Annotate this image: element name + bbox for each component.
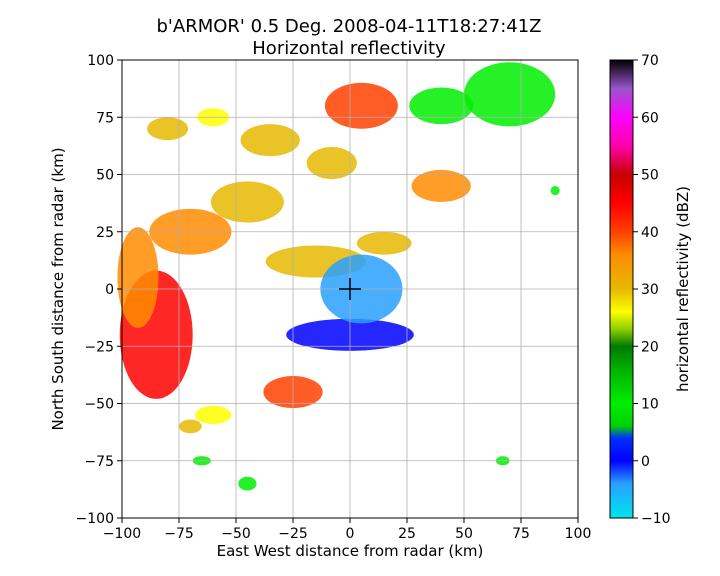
echo-cell-7 bbox=[411, 169, 471, 202]
echo-cell-20 bbox=[238, 476, 257, 491]
y-tick-label: −75 bbox=[84, 454, 114, 470]
echo-cell-15 bbox=[464, 62, 556, 127]
colorbar-label: horizontal reflectivity (dBZ) bbox=[674, 186, 692, 392]
colorbar-tick-label: 60 bbox=[641, 110, 659, 126]
plot-area bbox=[117, 59, 579, 519]
echo-cell-5 bbox=[324, 82, 398, 129]
y-tick-label: −100 bbox=[76, 511, 114, 527]
y-tick-label: 75 bbox=[96, 110, 114, 126]
x-tick-label: 25 bbox=[398, 526, 416, 542]
x-axis-ticks: −100 −75 −50 −25 0 25 50 75 100 bbox=[103, 518, 592, 542]
chart-subtitle: Horizontal reflectivity bbox=[252, 38, 446, 59]
colorbar-ticks: 70 60 50 40 30 20 10 0 −10 bbox=[633, 53, 671, 527]
echo-cell-9 bbox=[356, 231, 412, 255]
x-tick-label: −100 bbox=[103, 526, 141, 542]
colorbar-gradient bbox=[609, 59, 634, 519]
chart-title: b'ARMOR' 0.5 Deg. 2008-04-11T18:27:41Z bbox=[157, 16, 542, 37]
x-tick-label: 100 bbox=[565, 526, 592, 542]
y-tick-label: 25 bbox=[96, 225, 114, 241]
y-axis-label: North South distance from radar (km) bbox=[49, 147, 67, 430]
echo-cell-11 bbox=[147, 117, 189, 141]
colorbar-tick-label: 40 bbox=[641, 225, 659, 241]
y-tick-label: −50 bbox=[84, 397, 114, 413]
y-tick-label: −25 bbox=[84, 339, 114, 355]
y-tick-label: 0 bbox=[105, 282, 114, 298]
echo-cell-22 bbox=[550, 185, 560, 196]
x-tick-label: 0 bbox=[346, 526, 355, 542]
colorbar-tick-label: 30 bbox=[641, 282, 659, 298]
colorbar: 70 60 50 40 30 20 10 0 −10 horizontal reflectivi… bbox=[609, 53, 692, 527]
colorbar-tick-label: 10 bbox=[641, 397, 659, 413]
echo-cell-1 bbox=[117, 227, 159, 328]
radar-location-marker bbox=[339, 278, 361, 300]
echo-cell-3 bbox=[210, 181, 284, 223]
colorbar-tick-label: 70 bbox=[641, 53, 659, 69]
y-axis-ticks: 100 75 50 25 0 −25 −50 −75 −100 bbox=[76, 53, 122, 527]
echo-cell-16 bbox=[409, 87, 474, 125]
colorbar-tick-label: 50 bbox=[641, 168, 659, 184]
echo-cell-4 bbox=[240, 124, 300, 157]
x-tick-label: −50 bbox=[221, 526, 251, 542]
colorbar-tick-label: 20 bbox=[641, 339, 659, 355]
colorbar-tick-label: 0 bbox=[641, 454, 650, 470]
x-axis-label: East West distance from radar (km) bbox=[217, 542, 484, 560]
y-tick-label: 50 bbox=[96, 168, 114, 184]
x-tick-label: −75 bbox=[164, 526, 194, 542]
echo-cell-6 bbox=[306, 147, 357, 180]
x-tick-label: 50 bbox=[455, 526, 473, 542]
echo-cell-17 bbox=[194, 405, 232, 425]
echo-cell-18 bbox=[179, 419, 202, 434]
colorbar-tick-label: −10 bbox=[641, 511, 671, 527]
x-tick-label: −25 bbox=[278, 526, 308, 542]
x-tick-label: 75 bbox=[512, 526, 530, 542]
y-tick-label: 100 bbox=[87, 53, 114, 69]
